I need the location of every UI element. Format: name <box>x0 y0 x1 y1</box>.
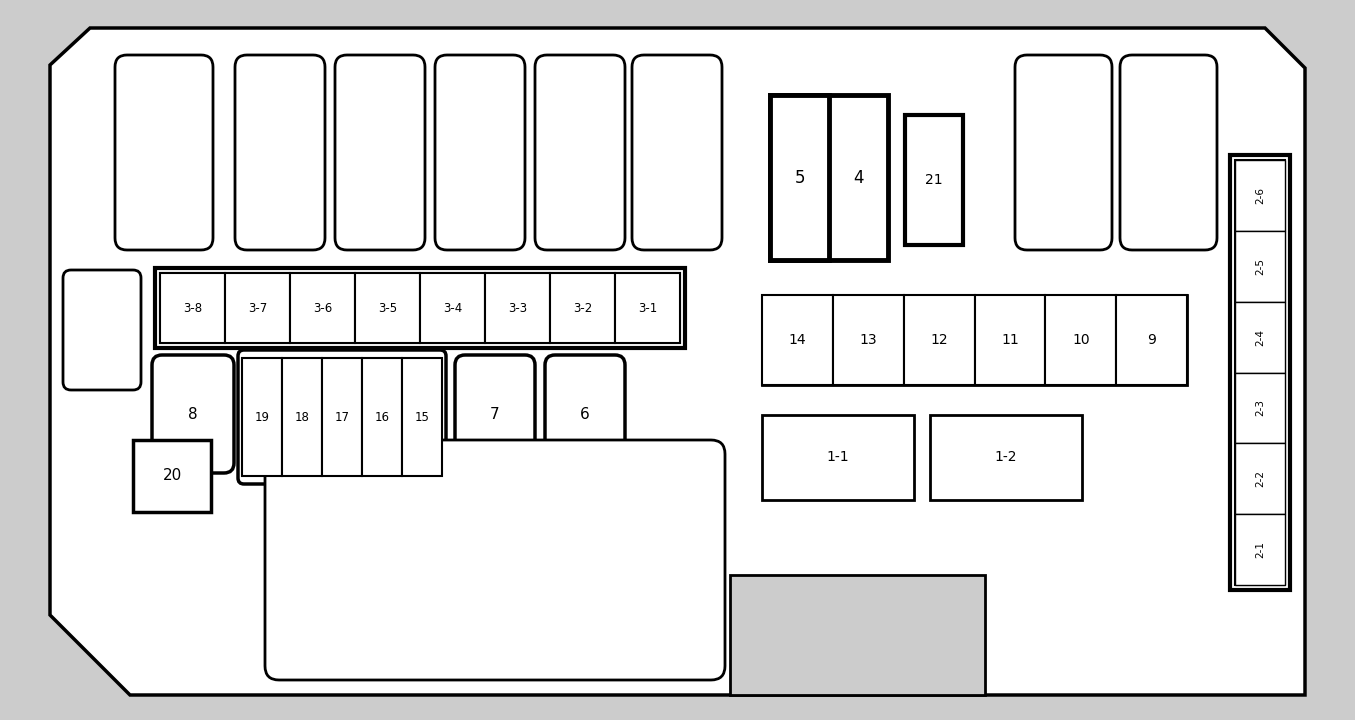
Bar <box>1230 155 1290 590</box>
Bar <box>225 273 290 343</box>
Bar <box>485 273 550 343</box>
Bar <box>160 273 225 343</box>
Bar <box>1234 372 1285 444</box>
Text: 6: 6 <box>580 407 589 421</box>
Bar <box>1234 302 1285 372</box>
FancyBboxPatch shape <box>266 440 725 680</box>
Text: 16: 16 <box>374 410 389 423</box>
Text: 3-1: 3-1 <box>638 302 657 315</box>
Bar <box>762 295 1187 385</box>
Bar <box>770 95 888 260</box>
Text: 10: 10 <box>1072 333 1089 347</box>
Bar <box>615 273 680 343</box>
Text: 2-6: 2-6 <box>1255 187 1266 204</box>
FancyBboxPatch shape <box>545 355 625 473</box>
FancyBboxPatch shape <box>152 355 234 473</box>
Text: 1-1: 1-1 <box>827 450 850 464</box>
FancyBboxPatch shape <box>1121 55 1217 250</box>
Text: 18: 18 <box>294 410 309 423</box>
Text: 19: 19 <box>255 410 270 423</box>
Text: 2-4: 2-4 <box>1255 328 1266 346</box>
Text: 2-1: 2-1 <box>1255 541 1266 558</box>
Bar <box>1234 514 1285 585</box>
Bar <box>904 295 974 385</box>
Text: 3-6: 3-6 <box>313 302 332 315</box>
Bar <box>402 358 442 476</box>
FancyBboxPatch shape <box>234 55 325 250</box>
Bar <box>1234 444 1285 514</box>
Bar <box>1234 160 1285 585</box>
Bar <box>550 273 615 343</box>
Text: 3-8: 3-8 <box>183 302 202 315</box>
Bar <box>355 273 420 343</box>
Text: 9: 9 <box>1148 333 1156 347</box>
FancyBboxPatch shape <box>115 55 213 250</box>
Text: 20: 20 <box>163 469 182 484</box>
Text: 5: 5 <box>794 168 805 186</box>
FancyBboxPatch shape <box>535 55 625 250</box>
Text: 3-2: 3-2 <box>573 302 592 315</box>
Text: 8: 8 <box>188 407 198 421</box>
Text: 1-2: 1-2 <box>995 450 1018 464</box>
Bar <box>160 273 680 343</box>
Bar <box>322 358 362 476</box>
Bar <box>243 358 282 476</box>
Bar <box>974 295 1045 385</box>
Bar <box>930 415 1083 500</box>
FancyBboxPatch shape <box>335 55 425 250</box>
FancyBboxPatch shape <box>435 55 524 250</box>
Bar <box>133 440 211 512</box>
Bar <box>1234 231 1285 302</box>
Text: 14: 14 <box>789 333 806 347</box>
Bar <box>770 95 829 260</box>
Bar <box>762 295 833 385</box>
Bar <box>282 358 322 476</box>
Text: 3-4: 3-4 <box>443 302 462 315</box>
FancyBboxPatch shape <box>455 355 535 473</box>
Bar <box>833 295 904 385</box>
Text: 15: 15 <box>415 410 430 423</box>
Text: 3-7: 3-7 <box>248 302 267 315</box>
Bar <box>1117 295 1187 385</box>
Bar <box>730 575 985 695</box>
Bar <box>154 268 686 348</box>
Bar <box>1234 160 1285 231</box>
Bar <box>1045 295 1117 385</box>
Text: 21: 21 <box>925 173 943 187</box>
Text: 13: 13 <box>859 333 877 347</box>
Bar <box>762 415 915 500</box>
Text: 4: 4 <box>854 168 863 186</box>
Bar <box>905 115 963 245</box>
FancyBboxPatch shape <box>631 55 722 250</box>
FancyBboxPatch shape <box>1015 55 1112 250</box>
Text: 2-2: 2-2 <box>1255 470 1266 487</box>
Text: 3-5: 3-5 <box>378 302 397 315</box>
Text: 3-3: 3-3 <box>508 302 527 315</box>
FancyBboxPatch shape <box>238 350 446 484</box>
Text: 2-3: 2-3 <box>1255 400 1266 416</box>
Bar <box>420 273 485 343</box>
Text: 12: 12 <box>931 333 948 347</box>
Text: 17: 17 <box>335 410 350 423</box>
Bar <box>362 358 402 476</box>
FancyBboxPatch shape <box>62 270 141 390</box>
Text: 7: 7 <box>491 407 500 421</box>
Bar <box>290 273 355 343</box>
Polygon shape <box>50 28 1305 695</box>
Text: 2-5: 2-5 <box>1255 258 1266 275</box>
Text: 11: 11 <box>1001 333 1019 347</box>
